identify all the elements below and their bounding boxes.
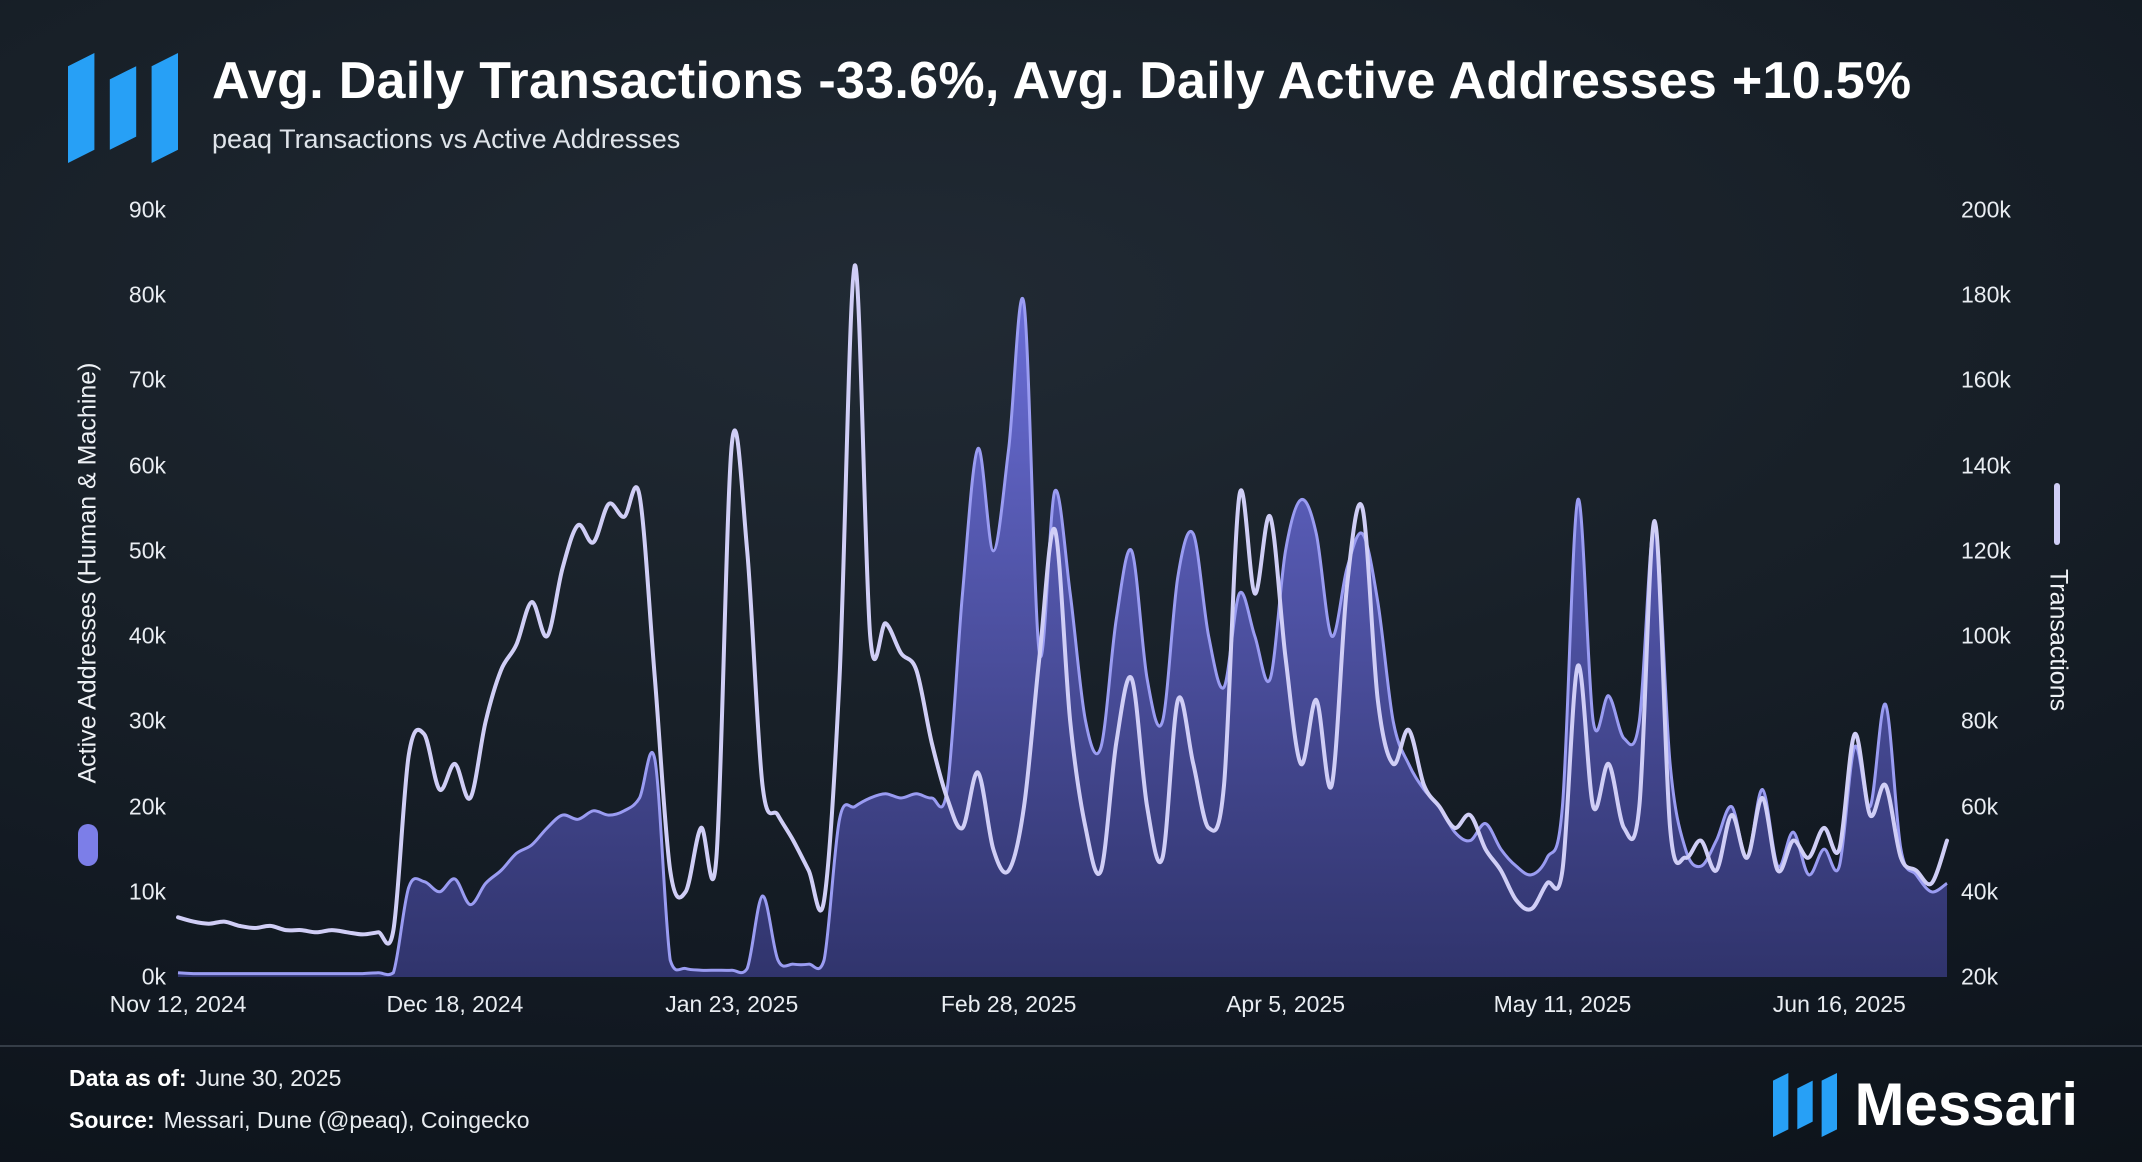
footer-meta: Data as of: June 30, 2025 Source: Messari,… [69,1057,530,1141]
plot-area [176,263,1949,977]
right-axis-tick: 140k [1961,452,2011,479]
left-axis-tick: 0k [141,963,166,990]
data-as-of-line: Data as of: June 30, 2025 [69,1057,530,1099]
source-value: Messari, Dune (@peaq), Coingecko [163,1107,530,1133]
right-axis-ticks: 20k 40k 60k 80k 100k 120k 140k 160k 180k 200k [1961,197,2131,990]
right-axis-tick: 180k [1961,281,2011,308]
left-axis-ticks: 0k 10k 20k 30k 40k 50k 60k 70k 80k 90k [0,197,166,990]
active-addresses-legend-swatch [78,824,98,866]
right-axis-tick: 40k [1961,878,1999,905]
chart-title: Avg. Daily Transactions -33.6%, Avg. Dai… [212,52,1912,110]
messari-footer-logo-icon [1772,1072,1837,1137]
left-axis-tick: 90k [128,196,166,223]
left-axis-tick: 60k [128,452,166,479]
right-axis-tick: 120k [1961,537,2011,564]
left-axis-tick: 20k [128,793,166,820]
left-axis-tick: 80k [128,281,166,308]
left-axis-tick: 50k [128,537,166,564]
x-axis-tick: Feb 28, 2025 [940,991,1077,1017]
x-axis-ticks: Nov 12, 2024 Dec 18, 2024 Jan 23, 2025 Feb … [110,210,1947,1017]
messari-wordmark: Messari [1854,1071,2078,1138]
right-axis-tick: 20k [1961,963,1999,990]
x-axis-tick: Apr 5, 2025 [1226,991,1346,1017]
x-axis-tick: Jan 23, 2025 [665,991,799,1017]
right-axis-tick: 80k [1961,707,1999,734]
left-axis-tick: 10k [128,878,166,905]
source-label: Source: [69,1107,155,1133]
header-titles: Avg. Daily Transactions -33.6%, Avg. Dai… [212,52,1911,155]
left-axis-tick: 40k [128,622,166,649]
x-axis-tick: Nov 12, 2024 [109,991,247,1017]
transactions-line [176,263,1949,946]
x-axis-tick: May 11, 2025 [1493,991,1632,1017]
x-axis-tick: Dec 18, 2024 [386,991,524,1017]
messari-logo-icon [68,53,178,163]
right-axis-tick: 160k [1961,366,2011,393]
data-as-of-label: Data as of: [69,1065,187,1091]
footer-divider [0,1045,2142,1047]
right-axis-tick: 60k [1961,793,1999,820]
source-line: Source: Messari, Dune (@peaq), Coingecko [69,1099,530,1141]
left-axis-tick: 70k [128,366,166,393]
x-axis-tick: Jun 16, 2025 [1772,991,1906,1017]
chart-subtitle: peaq Transactions vs Active Addresses [212,123,681,154]
data-as-of-value: June 30, 2025 [195,1065,342,1091]
transactions-legend-swatch [2054,483,2060,545]
left-axis-tick: 30k [128,707,166,734]
right-axis-tick: 200k [1961,196,2011,223]
right-axis-tick: 100k [1961,622,2011,649]
messari-brand: Messari [1772,1070,2078,1139]
